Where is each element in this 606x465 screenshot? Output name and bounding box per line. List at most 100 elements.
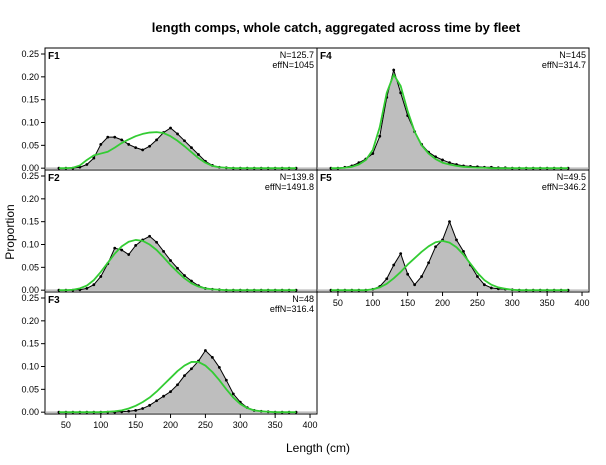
observed-point	[448, 220, 451, 224]
x-tick-label: 200	[163, 420, 178, 430]
observed-point	[231, 392, 235, 396]
n-text: N=139.8	[280, 172, 314, 182]
y-tick-label: 0.20	[21, 194, 39, 204]
observed-point	[455, 238, 458, 242]
y-tick-label: 0.10	[21, 118, 39, 128]
x-tick-label: 50	[333, 298, 343, 308]
observed-point	[197, 153, 200, 156]
observed-point	[120, 138, 124, 142]
panels-group: 0.00 0.05 0.10 0.15 0.20 0.25 F1 N=125.7effN=10…	[21, 47, 590, 430]
observed-point	[169, 390, 172, 394]
observed-point	[399, 91, 403, 95]
panel-frame	[44, 291, 318, 415]
y-tick-label: 0.20	[21, 316, 39, 326]
y-tick-label: 0.15	[21, 217, 39, 227]
expected-line	[58, 361, 297, 414]
observed-point	[183, 274, 186, 277]
observed-point	[148, 234, 152, 238]
effn-text: effN=314.7	[542, 60, 586, 70]
observed-point	[176, 266, 179, 270]
expected-line	[330, 239, 569, 292]
observed-point	[176, 132, 179, 136]
observed-point	[399, 252, 403, 256]
observed-point	[224, 378, 228, 382]
observed-point	[169, 126, 172, 130]
panel-label: F5	[320, 173, 332, 184]
x-tick-label: 100	[93, 420, 108, 430]
observed-point	[120, 248, 124, 252]
n-text: N=125.7	[280, 50, 314, 60]
observed-point	[85, 286, 89, 290]
panel-label: F2	[48, 173, 60, 184]
observed-point	[113, 246, 117, 250]
observed-area	[330, 221, 569, 291]
observed-point	[434, 245, 437, 249]
observed-point	[462, 249, 465, 253]
panel-label: F3	[48, 295, 60, 306]
observed-area	[58, 236, 297, 291]
effn-text: effN=1491.8	[265, 182, 314, 192]
panel-f3: 0.00 0.05 0.10 0.15 0.20 0.25 50 100 150 200 250 30…	[21, 291, 318, 430]
x-tick-label: 250	[470, 298, 485, 308]
y-axis-label: Proportion	[3, 204, 17, 259]
x-tick-label: 50	[61, 420, 71, 430]
observed-point	[127, 253, 131, 256]
observed-point	[413, 283, 417, 287]
observed-point	[148, 144, 152, 148]
observed-point	[169, 259, 172, 262]
observed-area	[58, 127, 297, 169]
panel-label: F4	[320, 51, 332, 62]
observed-point	[406, 272, 410, 276]
observed-point	[127, 409, 131, 413]
x-tick-label: 150	[128, 420, 143, 430]
x-tick-label: 150	[400, 298, 415, 308]
observed-point	[155, 399, 158, 403]
x-axis-label: Length (cm)	[286, 441, 350, 455]
effn-text: effN=1045	[272, 60, 314, 70]
y-tick-label: 0.25	[21, 49, 39, 59]
y-tick-label: 0.05	[21, 262, 39, 272]
y-tick-label: 0.25	[21, 293, 39, 303]
panel-f2: 0.00 0.05 0.10 0.15 0.20 0.25 F2 N=139.8effN=14…	[21, 169, 318, 295]
observed-point	[448, 161, 451, 165]
observed-point	[155, 138, 158, 142]
x-tick-label: 250	[198, 420, 213, 430]
observed-area	[58, 350, 297, 413]
observed-point	[385, 277, 389, 281]
expected-line	[330, 73, 569, 170]
observed-point	[148, 403, 152, 407]
observed-point	[190, 367, 193, 371]
observed-point	[482, 283, 486, 287]
panel-f1: 0.00 0.05 0.10 0.15 0.20 0.25 F1 N=125.7effN=10…	[21, 47, 318, 173]
x-tick-label: 200	[435, 298, 450, 308]
y-tick-label: 0.25	[21, 171, 39, 181]
y-tick-label: 0.10	[21, 362, 39, 372]
observed-point	[392, 263, 396, 267]
observed-point	[190, 146, 193, 150]
observed-point	[85, 163, 89, 166]
n-text: N=145	[559, 50, 586, 60]
observed-point	[427, 261, 430, 265]
observed-point	[106, 135, 110, 139]
x-tick-label: 350	[540, 298, 555, 308]
observed-point	[204, 349, 207, 352]
observed-point	[420, 275, 424, 278]
y-tick-label: 0.15	[21, 95, 39, 105]
observed-point	[489, 286, 493, 290]
y-tick-label: 0.00	[21, 407, 39, 417]
observed-point	[141, 148, 145, 152]
effn-text: effN=316.4	[270, 304, 314, 314]
y-tick-label: 0.00	[21, 163, 39, 173]
x-tick-label: 350	[268, 420, 283, 430]
observed-point	[217, 366, 221, 369]
observed-point	[155, 240, 158, 244]
panel-frame	[316, 169, 590, 293]
panel-f5: 50 100 150 200 250 300 350 400 F5 N=49.5effN=346.…	[316, 169, 590, 308]
x-tick-label: 300	[505, 298, 520, 308]
observed-point	[92, 283, 96, 287]
expected-line	[58, 239, 297, 292]
panel-label: F1	[48, 51, 60, 62]
observed-point	[113, 135, 117, 139]
